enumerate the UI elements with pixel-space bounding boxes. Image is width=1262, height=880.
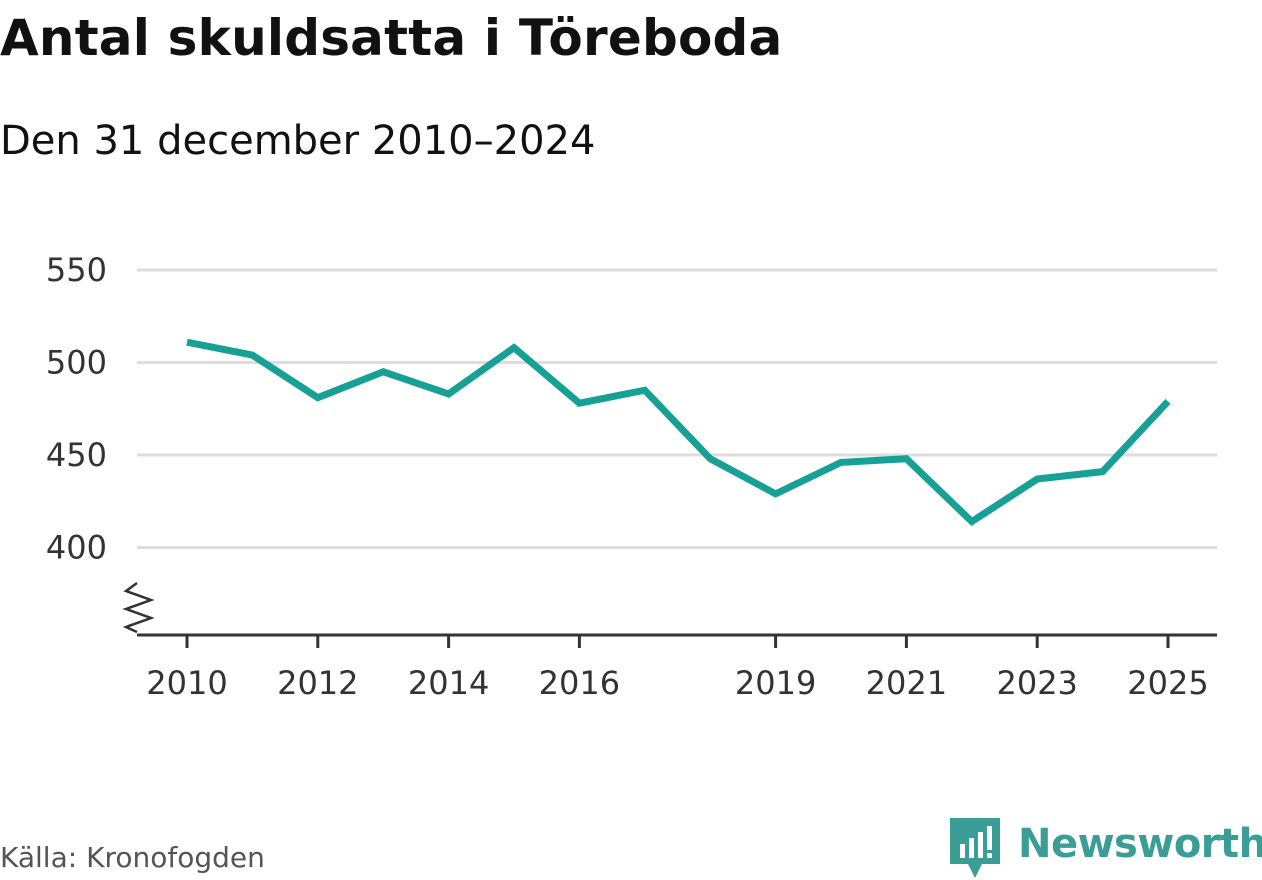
y-tick-label-550: 550 (46, 251, 107, 289)
newsworthy-logo-icon (950, 818, 1000, 880)
x-axis (126, 583, 1217, 648)
y-axis-tick-labels: 400 450 500 550 (46, 251, 107, 567)
x-tick-label-2016: 2016 (539, 664, 620, 702)
x-tick-label-2023: 2023 (996, 664, 1077, 702)
x-tick-label-2010: 2010 (146, 664, 227, 702)
y-tick-label-400: 400 (46, 529, 107, 567)
y-tick-label-500: 500 (46, 344, 107, 382)
series (187, 342, 1168, 522)
x-tick-label-2014: 2014 (408, 664, 489, 702)
x-tick-label-2025: 2025 (1127, 664, 1208, 702)
gridlines (137, 270, 1217, 548)
y-axis-break-icon (126, 583, 151, 632)
brand-name: Newsworthy (1018, 818, 1262, 870)
y-tick-label-450: 450 (46, 436, 107, 474)
brand-logo: Newsworthy (950, 818, 1262, 880)
x-tick-label-2012: 2012 (277, 664, 358, 702)
x-tick-label-2019: 2019 (735, 664, 816, 702)
x-axis-tick-labels: 2010 2012 2014 2016 2019 2021 2023 2025 (146, 664, 1208, 702)
series-line-0 (187, 342, 1168, 521)
x-tick-label-2021: 2021 (866, 664, 947, 702)
source-note: Källa: Kronofogden (0, 840, 265, 876)
